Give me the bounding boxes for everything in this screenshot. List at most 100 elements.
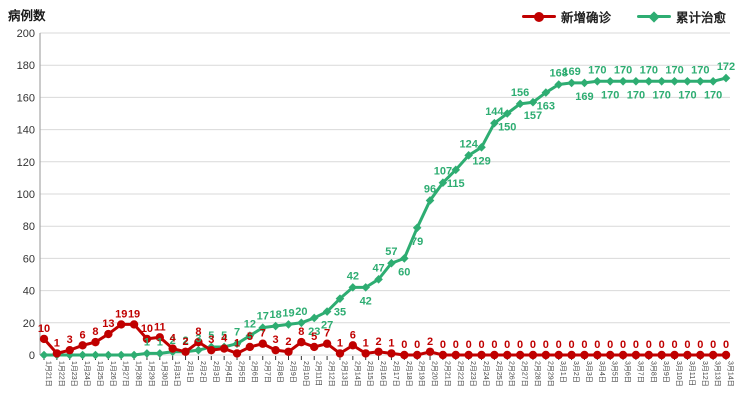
confirmed-point-marker xyxy=(503,350,512,360)
confirmed-point-marker xyxy=(271,345,280,355)
svg-text:163: 163 xyxy=(537,101,555,113)
svg-text:47: 47 xyxy=(372,262,384,274)
svg-text:2月7日: 2月7日 xyxy=(263,361,271,383)
svg-text:2月12日: 2月12日 xyxy=(328,361,336,387)
svg-text:170: 170 xyxy=(614,64,632,76)
cured-point-marker xyxy=(142,349,152,358)
svg-text:1月24日: 1月24日 xyxy=(83,361,91,387)
cured-point-marker xyxy=(104,350,113,360)
y-axis-title: 病例数 xyxy=(8,9,46,23)
cured-point-marker xyxy=(631,77,641,86)
cured-point-marker xyxy=(683,77,692,86)
svg-text:0: 0 xyxy=(556,339,562,351)
cured-point-marker xyxy=(245,331,255,340)
cured-point-marker xyxy=(155,349,165,358)
svg-text:0: 0 xyxy=(620,339,626,351)
confirmed-point-marker xyxy=(207,345,216,355)
confirmed-point-marker xyxy=(181,347,190,356)
confirmed-point-marker xyxy=(400,350,409,360)
confirmed-point-marker xyxy=(618,350,628,360)
svg-text:1月23日: 1月23日 xyxy=(70,361,78,387)
svg-text:169: 169 xyxy=(562,66,580,78)
svg-text:2月23日: 2月23日 xyxy=(469,361,477,387)
legend-item-cumulative-cured: 累计治愈 xyxy=(636,7,726,26)
confirmed-point-marker xyxy=(322,339,332,348)
svg-text:2月9日: 2月9日 xyxy=(289,361,297,383)
confirmed-point-marker xyxy=(412,350,422,360)
svg-text:10: 10 xyxy=(141,323,153,335)
svg-text:1: 1 xyxy=(54,337,60,349)
svg-text:0: 0 xyxy=(710,339,716,351)
svg-text:10: 10 xyxy=(38,323,50,335)
svg-text:1月21日: 1月21日 xyxy=(45,361,53,387)
svg-text:0: 0 xyxy=(646,339,652,351)
svg-text:60: 60 xyxy=(23,253,35,265)
svg-text:27: 27 xyxy=(321,320,333,332)
svg-text:3月1日: 3月1日 xyxy=(559,361,567,383)
svg-text:172: 172 xyxy=(717,61,735,73)
svg-text:2月25日: 2月25日 xyxy=(495,361,503,387)
svg-text:0: 0 xyxy=(29,350,35,362)
svg-text:3月6日: 3月6日 xyxy=(624,361,632,383)
svg-text:3月10日: 3月10日 xyxy=(675,361,683,387)
confirmed-point-marker xyxy=(258,339,267,348)
svg-text:170: 170 xyxy=(652,89,670,101)
svg-text:1: 1 xyxy=(363,337,369,349)
cured-point-marker xyxy=(194,345,203,355)
svg-text:0: 0 xyxy=(594,339,600,351)
svg-text:2月19日: 2月19日 xyxy=(418,361,426,387)
confirmed-point-marker xyxy=(477,350,486,360)
confirmed-point-marker xyxy=(335,349,345,358)
svg-text:2: 2 xyxy=(182,336,188,348)
svg-text:2: 2 xyxy=(376,336,382,348)
svg-text:3: 3 xyxy=(208,334,214,346)
confirmed-point-marker xyxy=(310,342,319,352)
svg-text:3月2日: 3月2日 xyxy=(572,361,580,383)
svg-text:13: 13 xyxy=(102,318,114,330)
svg-text:96: 96 xyxy=(424,183,436,195)
cumulative-cured-line xyxy=(44,76,727,357)
svg-text:3月11日: 3月11日 xyxy=(688,361,696,386)
chart-legend: 新增确诊 累计治愈 xyxy=(521,7,726,26)
svg-text:0: 0 xyxy=(671,339,677,351)
svg-text:2月27日: 2月27日 xyxy=(521,361,529,387)
cured-point-marker xyxy=(232,339,242,349)
cured-point-marker xyxy=(618,77,628,86)
svg-text:8: 8 xyxy=(298,326,304,338)
cured-point-marker xyxy=(490,118,499,128)
green-diamond-line-marker-icon xyxy=(636,10,671,23)
svg-text:2月29日: 2月29日 xyxy=(546,361,554,387)
svg-text:19: 19 xyxy=(115,308,127,320)
svg-text:19: 19 xyxy=(282,307,294,319)
svg-text:3: 3 xyxy=(195,333,201,345)
svg-text:19: 19 xyxy=(128,308,140,320)
cured-point-marker xyxy=(438,178,448,188)
svg-text:170: 170 xyxy=(704,89,722,101)
svg-text:157: 157 xyxy=(524,110,542,122)
svg-text:170: 170 xyxy=(678,89,696,101)
confirmed-point-marker xyxy=(425,347,435,356)
confirmed-point-marker xyxy=(232,349,242,358)
legend-label-cumulative-cured: 累计治愈 xyxy=(675,11,726,25)
confirmed-point-marker xyxy=(361,349,370,358)
red-circle-line-marker-icon xyxy=(521,11,556,22)
cured-point-marker xyxy=(116,350,126,360)
cured-point-marker xyxy=(605,77,615,86)
svg-text:20: 20 xyxy=(23,318,35,330)
svg-text:80: 80 xyxy=(23,221,35,233)
cured-point-marker xyxy=(322,307,332,316)
svg-text:23: 23 xyxy=(308,326,320,338)
cured-point-marker xyxy=(258,323,268,332)
cured-point-marker xyxy=(361,283,370,292)
svg-text:0: 0 xyxy=(478,339,484,351)
svg-text:2月6日: 2月6日 xyxy=(250,361,258,383)
cumulative-cured-series xyxy=(39,73,731,360)
confirmed-point-marker xyxy=(387,349,396,358)
svg-text:5: 5 xyxy=(247,331,253,343)
cured-point-marker xyxy=(541,88,551,97)
svg-text:11: 11 xyxy=(154,321,166,333)
svg-text:0: 0 xyxy=(414,339,420,351)
svg-text:170: 170 xyxy=(627,89,645,101)
cured-point-marker xyxy=(477,143,486,152)
svg-text:3月8日: 3月8日 xyxy=(649,361,657,383)
